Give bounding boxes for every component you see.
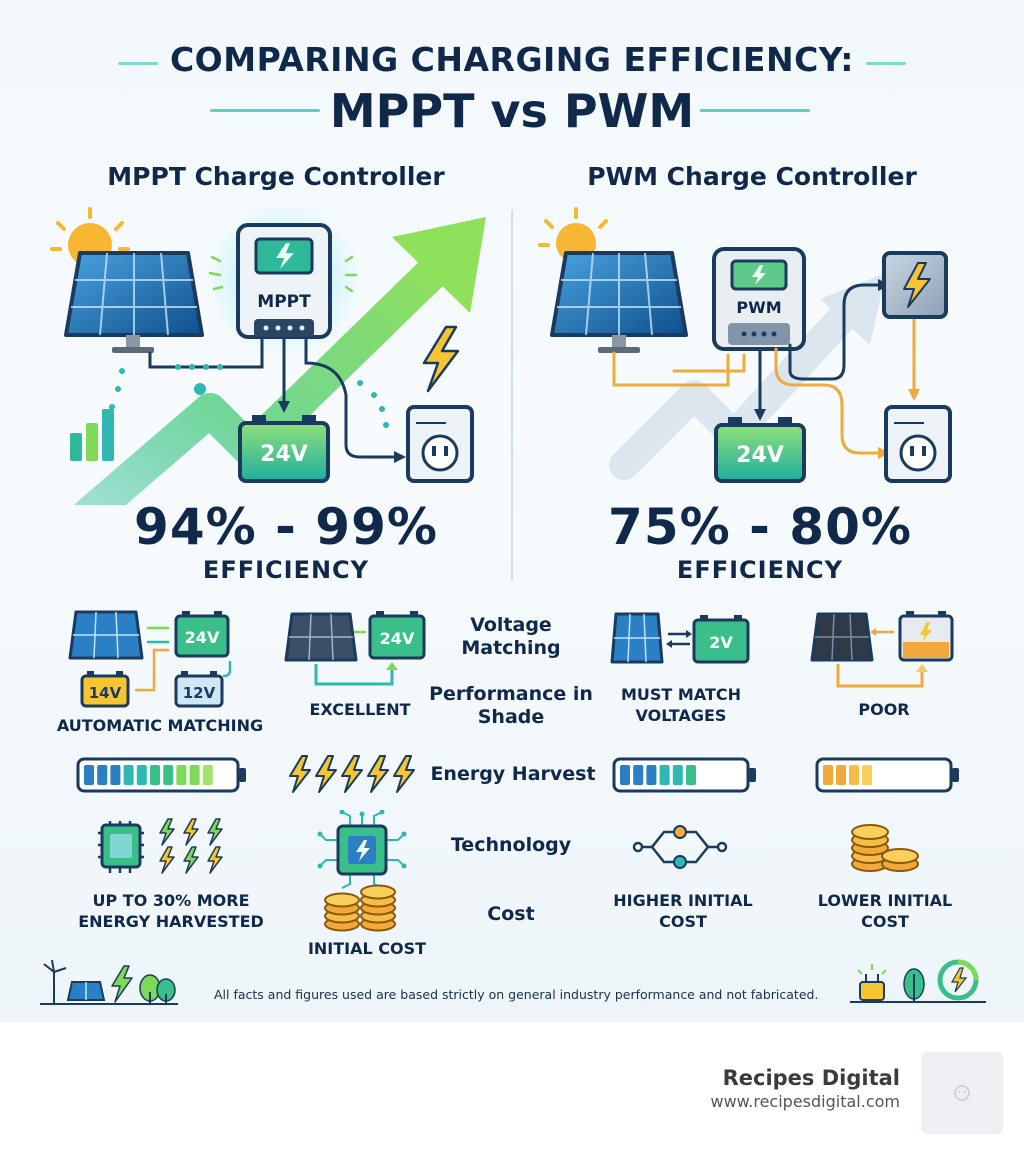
pwm-shade-caption: POOR xyxy=(858,700,910,719)
mppt-gauge-cell xyxy=(136,765,147,785)
footer-eco-icons-left xyxy=(40,959,178,1005)
footer-leaf-icon xyxy=(903,968,925,1002)
mppt-chip-icon xyxy=(98,818,223,874)
mppt-heading: MPPT Charge Controller xyxy=(107,162,445,191)
mppt-efficiency-value: 94% - 99% xyxy=(134,498,438,556)
footer-solar-icon xyxy=(66,981,106,1001)
mppt-shade-icon: 24V xyxy=(284,611,426,686)
lightning-icon xyxy=(422,325,460,393)
mppt-gauge-cell xyxy=(150,765,160,785)
chart-icon xyxy=(70,409,114,461)
row-label-harvest: Energy Harvest xyxy=(430,763,596,785)
pwm-battery-icon: 24V xyxy=(714,417,806,483)
pwm-diagram: PWM 24V xyxy=(538,207,952,483)
mppt-shade-caption: EXCELLENT xyxy=(309,700,411,719)
title-line-2: MPPT vs PWM xyxy=(329,84,695,138)
footer-recycle-energy-icon xyxy=(937,959,979,1001)
microcontroller-icon xyxy=(317,810,407,889)
pwm-coins-icon xyxy=(851,824,919,872)
footer-plug-icon xyxy=(857,964,887,1001)
pwm-technology-caption: HIGHER INITIAL COST xyxy=(613,891,753,931)
mppt-gauge-cell xyxy=(176,765,187,785)
title-decor-right-2 xyxy=(700,109,810,112)
infographic: COMPARING CHARGING EFFICIENCY: MPPT vs P… xyxy=(0,0,1024,1022)
pwm-solar-panel-icon xyxy=(550,251,688,353)
pwm-controller-icon: PWM xyxy=(712,247,806,351)
mppt-voltage-battery-label: 24V xyxy=(185,628,220,647)
pwm-outlet-icon xyxy=(884,405,952,483)
title-decor-left-2 xyxy=(210,109,320,112)
title-line-1: COMPARING CHARGING EFFICIENCY: xyxy=(169,40,855,79)
mppt-harvest-gauge xyxy=(76,757,246,793)
mppt-voltage-input-a: 14V xyxy=(89,684,122,702)
row-label-cost: Cost xyxy=(487,903,535,925)
brand-url[interactable]: www.recipesdigital.com xyxy=(710,1092,900,1111)
mppt-diagram: MPPT xyxy=(50,202,486,505)
pwm-gauge-cell xyxy=(633,765,644,785)
mppt-gauge-cell xyxy=(202,765,213,785)
power-box-icon xyxy=(882,251,948,319)
mppt-voltage-input-b: 12V xyxy=(183,684,216,702)
row-label-shade: Performance in Shade xyxy=(429,683,593,728)
mppt-growth-arrow xyxy=(73,217,486,505)
mppt-controller-icon: MPPT xyxy=(236,223,332,339)
pwm-voltage-matching-icon: 2V xyxy=(610,612,750,664)
mppt-gauge-cell xyxy=(97,765,108,785)
mppt-efficiency-label: EFFICIENCY xyxy=(202,556,370,584)
mppt-gauge-cell xyxy=(84,765,94,785)
pwm-heading: PWM Charge Controller xyxy=(587,162,917,191)
circuit-path-icon xyxy=(632,825,728,869)
pwm-cost-caption: LOWER INITIAL COST xyxy=(817,891,953,931)
mppt-voltage-caption: AUTOMATIC MATCHING xyxy=(56,716,264,735)
mppt-battery-icon: 24V xyxy=(238,415,330,483)
pwm-growth-arrow xyxy=(609,273,886,480)
pwm-efficiency-value: 75% - 80% xyxy=(608,498,912,556)
brand-name: Recipes Digital xyxy=(722,1066,900,1090)
title-decor-right-1 xyxy=(866,62,906,65)
lightning-cluster-icon xyxy=(289,755,415,793)
mppt-shade-battery-label: 24V xyxy=(380,629,415,648)
mppt-gauge-cell xyxy=(163,765,174,785)
pwm-gauge-cell xyxy=(686,765,696,785)
pwm-gauge-cell xyxy=(672,765,683,785)
pwm-efficiency-label: EFFICIENCY xyxy=(676,556,844,584)
column-divider xyxy=(511,210,513,580)
pwm-battery-label: 24V xyxy=(736,443,784,468)
solar-panel-icon xyxy=(64,251,204,353)
pwm-gauge-cell xyxy=(620,765,630,785)
mppt-voltage-matching-icon: 24V 14V 12V xyxy=(68,610,232,708)
footer-eco-icons-right xyxy=(850,959,986,1003)
mppt-coins-icon xyxy=(324,884,396,932)
mppt-technology-caption: UP TO 30% MORE ENERGY HARVESTED xyxy=(78,891,264,931)
pwm-harvest-gauge-low xyxy=(815,757,959,793)
mppt-device-label: MPPT xyxy=(257,292,311,312)
brand-logo xyxy=(921,1052,1003,1134)
pwm-device-label: PWM xyxy=(736,298,781,317)
mppt-battery-label: 24V xyxy=(260,442,308,467)
pwm-voltage-caption: MUST MATCH VOLTAGES xyxy=(620,685,742,725)
outlet-icon xyxy=(406,405,474,483)
row-label-technology: Technology xyxy=(450,834,572,856)
row-label-voltage: Voltage Matching xyxy=(461,614,561,659)
pwm-gauge-cell xyxy=(659,765,670,785)
title-decor-left-1 xyxy=(118,62,158,65)
mppt-gauge-cell xyxy=(189,765,200,785)
footer-tree-icon xyxy=(139,974,176,1004)
mppt-gauge-cell xyxy=(123,765,134,785)
mppt-cost-caption: INITIAL COST xyxy=(307,939,427,958)
pwm-voltage-battery-label: 2V xyxy=(709,633,733,652)
pwm-shade-icon xyxy=(810,611,954,688)
footer-note: All facts and figures used are based str… xyxy=(214,987,819,1002)
pwm-gauge-cell xyxy=(646,765,657,785)
mppt-gauge-cell xyxy=(110,765,121,785)
pwm-harvest-gauge xyxy=(612,757,756,793)
